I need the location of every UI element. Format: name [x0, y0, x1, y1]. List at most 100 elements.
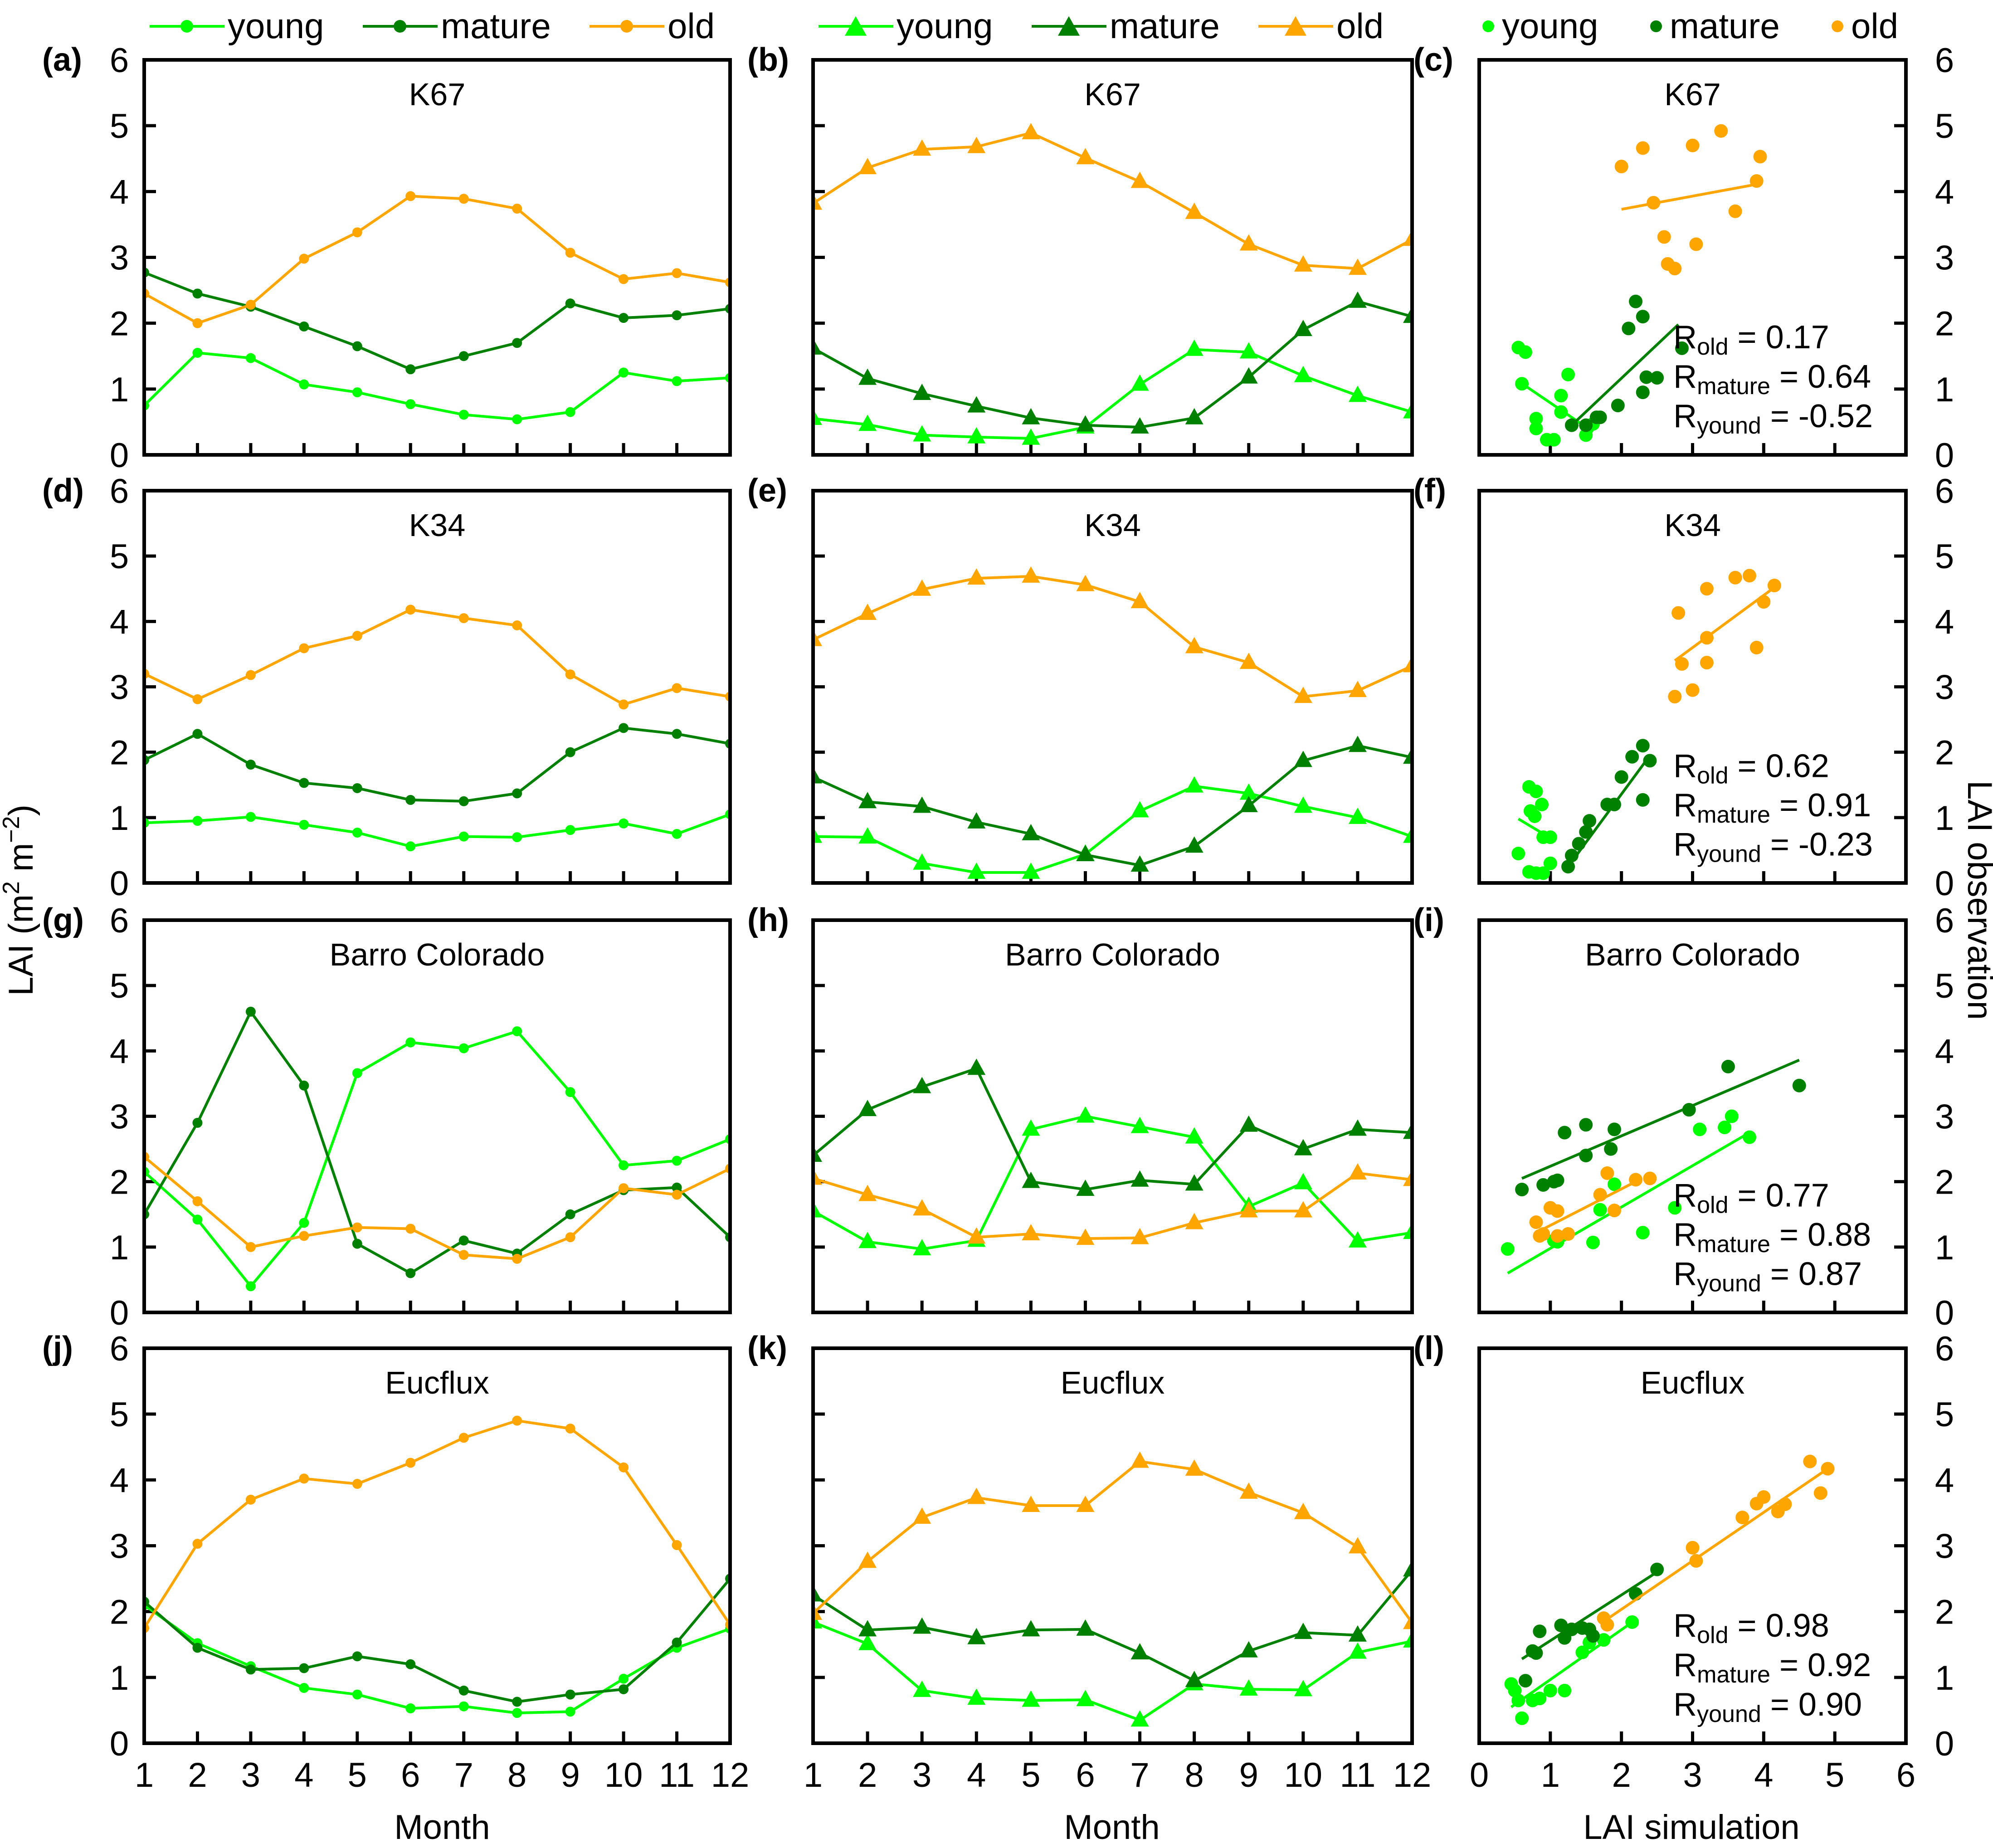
data-point-young: [1131, 801, 1149, 818]
y-tick-label: 1: [110, 371, 129, 409]
x-tick-label: 4: [967, 1756, 986, 1794]
data-point-old: [352, 227, 362, 238]
site-label: K34: [1084, 507, 1141, 543]
data-point-old: [512, 620, 522, 630]
data-point-mature: [192, 1643, 203, 1653]
scatter-point-old: [1803, 1454, 1817, 1468]
panel-a: 0 1 2 3 4 5 6 K67 (a): [42, 41, 732, 475]
data-point-mature: [458, 1235, 469, 1246]
data-point-young: [245, 1281, 256, 1292]
data-point-mature: [245, 760, 256, 770]
series-line-mature: [144, 727, 730, 803]
data-point-young: [512, 414, 522, 424]
data-point-mature: [1131, 1643, 1149, 1660]
scatter-point-mature: [1558, 1126, 1572, 1140]
data-point-mature: [245, 1664, 256, 1675]
data-point-mature: [1348, 291, 1367, 308]
data-point-mature: [1022, 1171, 1040, 1188]
data-point-mature: [1185, 1174, 1204, 1191]
r-annotation-mature: Rmature = 0.88: [1673, 1217, 1871, 1258]
scatter-point-old: [1686, 683, 1700, 697]
data-point-young: [1131, 374, 1149, 391]
legend-marker-young: [180, 20, 193, 33]
data-point-old: [813, 1168, 822, 1185]
data-point-mature: [458, 796, 469, 806]
data-point-mature: [299, 321, 309, 332]
data-point-old: [967, 1487, 986, 1504]
data-point-mature: [512, 1697, 522, 1707]
scatter-point-young: [1529, 421, 1543, 435]
data-point-young: [1022, 1119, 1040, 1136]
panel-frame: [811, 489, 1414, 885]
y-tick-label: 1: [110, 799, 129, 838]
data-point-mature: [352, 1651, 362, 1662]
scatter-point-young: [1543, 830, 1557, 844]
data-point-young: [192, 816, 203, 826]
scatter-point-old: [1614, 160, 1628, 174]
x-tick-label: 3: [1683, 1756, 1702, 1794]
data-point-old: [458, 1250, 469, 1260]
y-tick-label: 2: [1935, 1163, 1954, 1202]
y-tick-label: 1: [110, 1229, 129, 1267]
scatter-point-mature: [1636, 739, 1650, 753]
data-point-old: [1076, 148, 1095, 165]
panel-label: (f): [1413, 473, 1446, 509]
site-label: K34: [409, 507, 466, 543]
x-tick-label: 6: [1076, 1756, 1095, 1794]
scatter-point-mature: [1529, 1646, 1543, 1660]
x-tick-label: 8: [1184, 1756, 1204, 1794]
data-point-young: [299, 379, 309, 390]
scatter-point-old: [1643, 1171, 1657, 1185]
data-point-young: [858, 1633, 877, 1650]
data-point-mature: [858, 368, 877, 385]
data-point-young: [352, 1068, 362, 1078]
data-point-young: [1131, 1117, 1149, 1133]
data-point-young: [858, 827, 877, 844]
legend-marker-old: [1285, 16, 1306, 36]
data-point-old: [1294, 687, 1312, 703]
data-point-young: [967, 862, 986, 879]
data-point-old: [458, 194, 469, 204]
data-point-mature: [245, 1006, 256, 1017]
scatter-point-old: [1657, 230, 1671, 244]
data-point-mature: [1403, 307, 1412, 323]
scatter-point-mature: [1579, 418, 1593, 432]
data-point-young: [1239, 342, 1258, 359]
data-point-young: [1022, 862, 1040, 879]
data-point-mature: [565, 747, 575, 757]
data-point-old: [1022, 1224, 1040, 1240]
data-point-old: [672, 1190, 682, 1200]
data-point-mature: [1294, 1623, 1312, 1639]
data-point-mature: [672, 1637, 682, 1648]
y-tick-label: 5: [110, 967, 129, 1005]
scatter-point-young: [1693, 1122, 1707, 1136]
data-point-young: [913, 1680, 931, 1697]
y-tick-label: 3: [110, 1098, 129, 1136]
fit-line-young: [1517, 818, 1548, 837]
r-annotation-old: Rold = 0.98: [1673, 1608, 1829, 1648]
data-point-young: [245, 812, 256, 822]
plot-area: [144, 191, 730, 424]
data-point-old: [913, 1199, 931, 1216]
scatter-point-old: [1636, 141, 1650, 155]
scatter-point-mature: [1636, 385, 1650, 400]
scatter-point-young: [1607, 1177, 1621, 1191]
data-point-mature: [1076, 845, 1095, 862]
data-point-young: [405, 1037, 416, 1048]
y-axis-title-left: LAI (m2 m−2): [0, 805, 40, 996]
y-tick-label: 1: [1935, 371, 1954, 409]
data-point-young: [565, 1087, 575, 1097]
y-tick-label: 0: [1935, 1294, 1954, 1332]
r-annotation-yound: Ryound = 0.90: [1673, 1687, 1862, 1727]
scatter-point-mature: [1650, 371, 1664, 385]
data-point-young: [405, 841, 416, 852]
data-point-young: [458, 831, 469, 842]
data-point-old: [1185, 202, 1204, 219]
legend-item-young: young: [1482, 6, 1598, 46]
data-point-old: [458, 1433, 469, 1443]
site-label: Eucflux: [1641, 1365, 1745, 1400]
site-label: Barro Colorado: [1005, 937, 1220, 972]
scatter-point-young: [1558, 1683, 1572, 1697]
r-annotation-yound: Ryound = -0.52: [1673, 398, 1873, 439]
